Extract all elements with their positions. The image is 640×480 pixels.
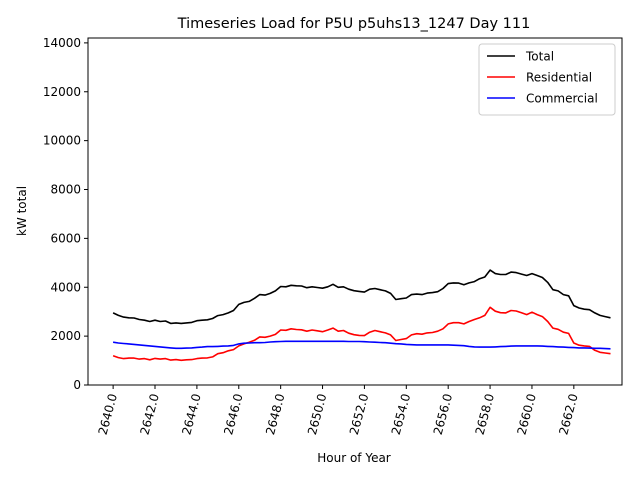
y-tick-label: 0 [73,378,81,392]
y-tick-label: 8000 [50,183,81,197]
series-line-total [112,269,611,325]
y-tick-label: 10000 [43,134,81,148]
x-tick-label: 2644.0 [179,392,203,436]
x-tick-label: 2646.0 [221,392,245,436]
y-tick-label: 4000 [50,280,81,294]
x-axis: 2640.0 2642.0 2644.0 2646.0 2648.0 2650.0 2652… [96,385,581,436]
x-tick-label: 2648.0 [263,392,287,436]
x-tick-label: 2654.0 [389,392,413,436]
series-line-commercial [112,340,611,350]
x-axis-label: Hour of Year [317,451,391,465]
x-tick-label: 2642.0 [138,392,162,436]
y-axis: 0 2000 4000 6000 8000 10000 12000 14000 [43,36,88,392]
y-tick-label: 6000 [50,231,81,245]
x-tick-label: 2656.0 [431,392,455,436]
chart-title: Timeseries Load for P5U p5uhs13_1247 Day… [177,16,531,32]
legend-label-total: Total [525,50,554,64]
legend-label-residential: Residential [526,71,592,85]
x-tick-label: 2640.0 [96,392,120,436]
x-tick-label: 2652.0 [347,392,371,436]
legend-label-commercial: Commercial [526,92,598,106]
y-tick-label: 14000 [43,36,81,50]
y-tick-label: 12000 [43,85,81,99]
y-axis-label: kW total [15,186,29,236]
series-line-residential [112,306,611,362]
legend: Total Residential Commercial [478,43,616,116]
x-tick-label: 2660.0 [514,392,538,436]
x-tick-label: 2662.0 [556,392,580,436]
x-tick-label: 2650.0 [305,392,329,436]
plot-area [87,37,623,386]
series-lines [112,269,611,362]
x-tick-label: 2658.0 [473,392,497,436]
y-tick-label: 2000 [50,329,81,343]
